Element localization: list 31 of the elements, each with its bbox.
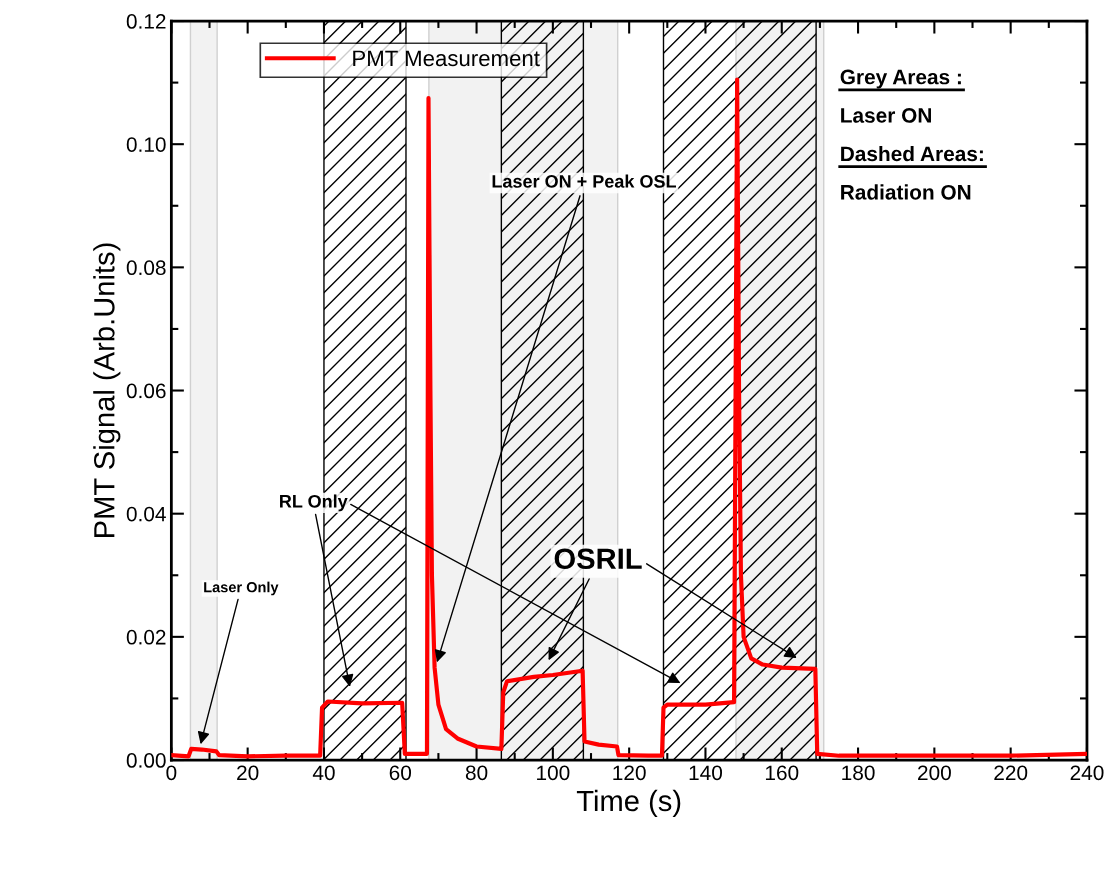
x-tick-label: 180: [842, 765, 875, 781]
x-tick-label: 60: [389, 765, 412, 781]
annotation: Laser Only: [204, 581, 279, 596]
y-axis-title: PMT Signal (Arb.Units): [93, 243, 121, 537]
x-tick-label: 40: [312, 765, 335, 781]
annotation: Dashed Areas:: [841, 145, 983, 162]
y-tick-label: 0.10: [126, 137, 166, 152]
y-tick-label: 0.02: [126, 629, 166, 645]
x-tick-label: 20: [237, 765, 259, 781]
y-tick-label: 0.06: [126, 383, 166, 399]
x-tick-label: 160: [765, 765, 799, 781]
x-tick-label: 200: [918, 765, 951, 781]
y-tick-label: 0.12: [126, 14, 166, 29]
y-tick-label: 0.04: [126, 506, 166, 522]
annotation: Grey Areas :: [840, 69, 961, 89]
x-tick-label: 0: [166, 765, 177, 781]
x-tick-label: 220: [994, 765, 1028, 781]
x-tick-label: 80: [465, 765, 488, 781]
x-tick-label: 140: [689, 765, 723, 781]
y-tick-label: 0.00: [126, 753, 166, 768]
annotation: Laser ON + Peak OSL: [492, 174, 676, 188]
annotation: OSRIL: [554, 548, 642, 570]
x-tick-label: 240: [1070, 765, 1104, 781]
x-axis-title: Time (s): [576, 789, 681, 818]
annotation: Laser ON: [841, 108, 931, 123]
annotation: RL Only: [280, 494, 348, 512]
annotation: Radiation ON: [841, 184, 971, 200]
x-tick-label: 100: [537, 765, 570, 781]
y-tick-label: 0.08: [126, 260, 166, 276]
x-tick-label: 120: [613, 765, 646, 781]
legend-label: PMT Measurement: [353, 50, 540, 67]
